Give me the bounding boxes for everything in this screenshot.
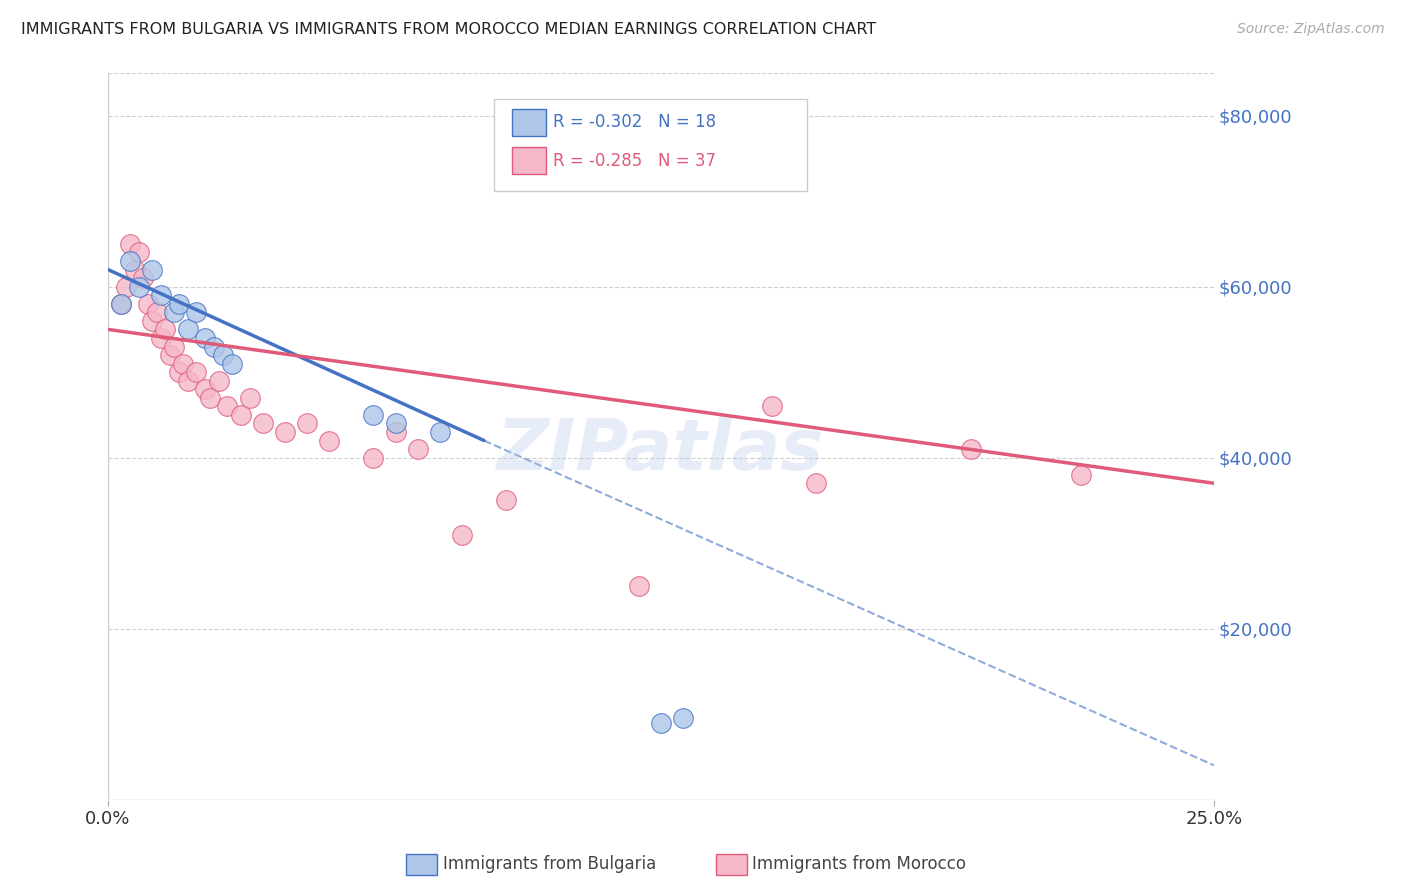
- Point: [761, 400, 783, 414]
- Point: [141, 314, 163, 328]
- Point: [274, 425, 297, 439]
- Point: [114, 279, 136, 293]
- Point: [198, 391, 221, 405]
- Point: [318, 434, 340, 448]
- Point: [176, 322, 198, 336]
- Point: [128, 245, 150, 260]
- Point: [1070, 467, 1092, 482]
- Point: [141, 262, 163, 277]
- Point: [186, 305, 208, 319]
- Point: [495, 493, 517, 508]
- Text: Immigrants from Bulgaria: Immigrants from Bulgaria: [443, 855, 657, 873]
- Point: [212, 348, 235, 362]
- Point: [145, 305, 167, 319]
- Point: [384, 417, 406, 431]
- Point: [128, 279, 150, 293]
- Point: [221, 357, 243, 371]
- Point: [804, 476, 827, 491]
- Point: [186, 365, 208, 379]
- Point: [172, 357, 194, 371]
- Text: Source: ZipAtlas.com: Source: ZipAtlas.com: [1237, 22, 1385, 37]
- Point: [238, 391, 260, 405]
- Text: IMMIGRANTS FROM BULGARIA VS IMMIGRANTS FROM MOROCCO MEDIAN EARNINGS CORRELATION : IMMIGRANTS FROM BULGARIA VS IMMIGRANTS F…: [21, 22, 876, 37]
- Point: [202, 339, 225, 353]
- Point: [194, 382, 217, 396]
- Point: [363, 408, 385, 422]
- Point: [650, 715, 672, 730]
- Point: [672, 711, 695, 725]
- Point: [120, 254, 142, 268]
- Point: [110, 297, 132, 311]
- Point: [194, 331, 217, 345]
- Text: R = -0.302   N = 18: R = -0.302 N = 18: [553, 113, 716, 131]
- Point: [136, 297, 159, 311]
- Point: [110, 297, 132, 311]
- Point: [155, 322, 177, 336]
- Text: Immigrants from Morocco: Immigrants from Morocco: [752, 855, 966, 873]
- Point: [207, 374, 229, 388]
- Point: [406, 442, 429, 456]
- Point: [429, 425, 451, 439]
- Point: [150, 331, 173, 345]
- Point: [295, 417, 318, 431]
- Point: [132, 271, 155, 285]
- Point: [120, 236, 142, 251]
- Text: R = -0.285   N = 37: R = -0.285 N = 37: [553, 152, 716, 169]
- Point: [217, 400, 239, 414]
- Point: [229, 408, 252, 422]
- Point: [959, 442, 981, 456]
- Point: [159, 348, 181, 362]
- Point: [384, 425, 406, 439]
- Point: [627, 579, 650, 593]
- Point: [163, 305, 186, 319]
- Point: [163, 339, 186, 353]
- Text: ZIPatlas: ZIPatlas: [498, 417, 825, 485]
- Point: [124, 262, 146, 277]
- Point: [167, 297, 190, 311]
- Point: [252, 417, 274, 431]
- Point: [363, 450, 385, 465]
- Point: [150, 288, 173, 302]
- Point: [176, 374, 198, 388]
- Point: [451, 527, 474, 541]
- Point: [167, 365, 190, 379]
